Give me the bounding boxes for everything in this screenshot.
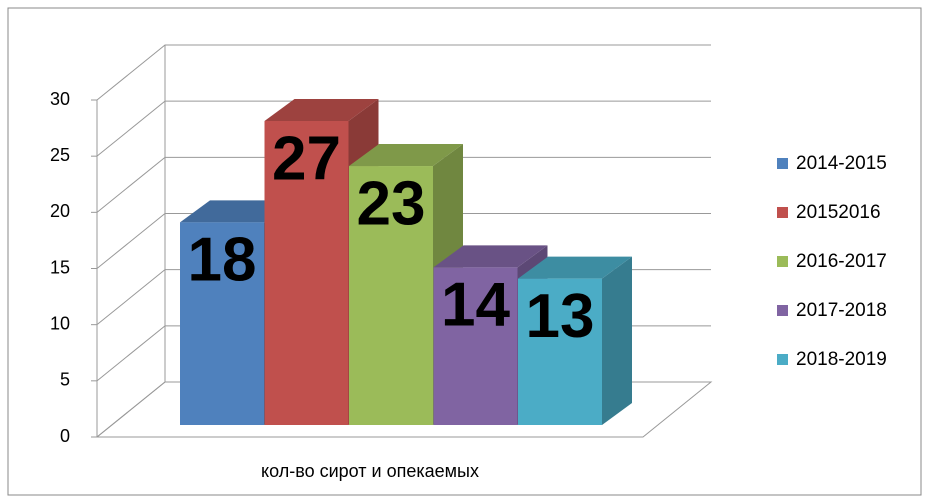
bar-top <box>349 144 463 167</box>
bar <box>180 222 264 425</box>
legend-label: 2016-2017 <box>796 251 887 272</box>
y-tick-label: 0 <box>60 426 70 446</box>
bar <box>518 278 602 425</box>
value-label: 23 <box>357 169 426 238</box>
y-tick-label: 10 <box>50 313 70 333</box>
legend-label: 20152016 <box>796 202 881 223</box>
bar-top <box>433 245 548 268</box>
y-tick-label: 20 <box>50 201 70 221</box>
bar <box>349 166 433 425</box>
bar-top <box>264 99 379 121</box>
legend-swatch <box>777 158 788 169</box>
legend-swatch <box>777 305 788 316</box>
legend-label: 2014-2015 <box>796 153 887 174</box>
bar-side <box>602 256 632 425</box>
bar <box>433 267 518 425</box>
value-label: 13 <box>526 282 595 351</box>
legend-swatch <box>777 207 788 218</box>
legend-swatch <box>777 256 788 267</box>
y-tick-label: 25 <box>50 145 70 165</box>
legend-label: 2018-2019 <box>796 349 887 370</box>
bar-top <box>518 256 632 279</box>
legend-label: 2017-2018 <box>796 300 887 321</box>
value-label: 27 <box>272 124 341 193</box>
value-label: 14 <box>441 271 510 340</box>
bar <box>264 121 349 425</box>
x-category-label: кол-во сирот и опекаемых <box>261 461 479 481</box>
y-tick-label: 5 <box>60 370 70 390</box>
value-label: 18 <box>188 226 257 295</box>
legend-swatch <box>777 354 788 365</box>
y-tick-label: 15 <box>50 257 70 277</box>
y-tick-label: 30 <box>50 89 70 109</box>
